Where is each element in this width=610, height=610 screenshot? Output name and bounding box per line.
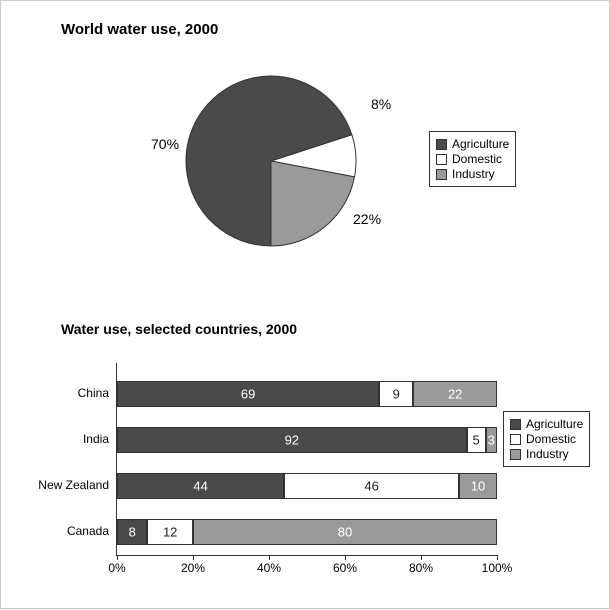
bar-value: 9 [393,387,400,402]
category-label: India [1,432,109,446]
bar-value: 80 [338,525,352,540]
legend-item: Domestic [510,432,583,446]
bar-legend: Agriculture Domestic Industry [503,411,590,467]
x-tick [193,555,194,560]
stacked-bar-chart: China 69 9 22 India 92 53 New Zealand 44 46 10 Cana… [1,1,610,610]
bar-value: 22 [448,387,462,402]
category-label: Canada [1,524,109,538]
industry-swatch [510,449,521,460]
bar-value: 10 [471,479,485,494]
x-tick-label: 40% [257,561,281,575]
x-tick [421,555,422,560]
bar-value: 8 [129,525,136,540]
bar-value: 12 [163,525,177,540]
legend-item: Industry [510,447,583,461]
domestic-swatch [510,434,521,445]
x-axis [116,555,498,556]
x-tick [345,555,346,560]
x-tick [497,555,498,560]
x-tick [269,555,270,560]
bar-value: 5 [472,433,479,448]
x-tick-label: 60% [333,561,357,575]
x-tick-label: 20% [181,561,205,575]
bar-value: 3 [488,433,495,448]
legend-item: Agriculture [510,417,583,431]
x-tick-label: 80% [409,561,433,575]
agriculture-swatch [510,419,521,430]
category-label: New Zealand [1,478,109,492]
legend-label: Industry [526,447,569,461]
bar-value: 69 [241,387,255,402]
bar-value: 92 [285,433,299,448]
legend-label: Domestic [526,432,576,446]
x-tick [117,555,118,560]
legend-label: Agriculture [526,417,583,431]
category-label: China [1,386,109,400]
bar-value: 46 [364,479,378,494]
x-tick-label: 100% [482,561,513,575]
x-tick-label: 0% [108,561,125,575]
bar-value: 44 [193,479,207,494]
